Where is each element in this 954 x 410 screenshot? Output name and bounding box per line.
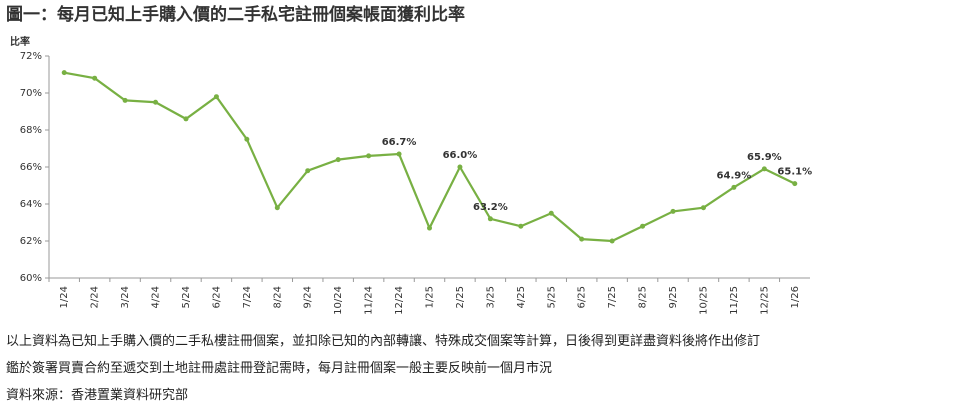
point <box>122 97 128 103</box>
value-label: 65.9% <box>747 152 782 163</box>
value-label: 65.1% <box>777 167 812 178</box>
x-tick-label: 1/25 <box>425 286 436 308</box>
x-tick-label: 10/24 <box>333 286 344 315</box>
point <box>305 168 311 174</box>
point <box>366 153 372 159</box>
x-tick-label: 6/25 <box>577 286 588 308</box>
point <box>274 205 280 211</box>
value-label: 63.2% <box>473 202 508 213</box>
point <box>183 116 189 122</box>
point <box>487 216 493 222</box>
x-tick-label: 2/24 <box>90 286 101 308</box>
point <box>427 225 432 231</box>
x-tick-label: 1/24 <box>59 286 70 308</box>
y-tick-label: 60% <box>20 273 42 284</box>
x-tick-label: 12/24 <box>394 286 405 315</box>
point <box>244 136 250 142</box>
point <box>548 210 554 216</box>
point <box>579 236 585 242</box>
y-axis-label: 比率 <box>10 35 30 48</box>
x-tick-label: 11/25 <box>729 286 740 315</box>
point <box>609 238 615 244</box>
point <box>670 208 676 214</box>
point <box>213 94 219 100</box>
x-tick-label: 4/24 <box>151 286 162 308</box>
y-tick-label: 70% <box>20 88 42 99</box>
y-tick-label: 68% <box>20 125 42 136</box>
point <box>61 70 67 76</box>
point <box>396 151 402 157</box>
x-tick-label: 3/25 <box>485 286 496 308</box>
point <box>731 184 737 190</box>
x-tick-label: 8/24 <box>272 286 283 308</box>
point <box>335 157 341 163</box>
x-tick-label: 6/24 <box>211 286 222 308</box>
x-tick-label: 5/24 <box>181 286 192 308</box>
point <box>761 166 767 172</box>
footnote: 資料來源：香港置業資料研究部 <box>6 388 189 403</box>
x-tick-label: 3/24 <box>120 286 131 308</box>
footnote: 以上資料為已知上手購入價的二手私樓註冊個案，並扣除已知的內部轉讓、特殊成交個案等… <box>6 334 761 349</box>
chart: 圖一：每月已知上手購入價的二手私宅註冊個案帳面獲利比率 比率 60% 62% 64%… <box>6 4 812 315</box>
footnote: 鑑於簽署買賣合約至遞交到土地註冊處註冊登記需時，每月註冊個案一般主要反映前一個月… <box>6 361 553 376</box>
point <box>518 223 524 229</box>
x-tick-label: 5/25 <box>546 286 557 308</box>
x-tick-label: 10/25 <box>698 286 709 315</box>
x-tick-label: 4/25 <box>516 286 527 308</box>
point <box>700 205 706 211</box>
x-tick-label: 1/26 <box>790 286 801 308</box>
y-tick-label: 64% <box>20 199 42 210</box>
x-tick-label: 9/24 <box>303 286 314 308</box>
x-tick-label: 2/25 <box>455 286 466 308</box>
value-label: 66.0% <box>443 150 478 161</box>
point <box>792 181 798 187</box>
line <box>64 71 796 243</box>
chart-title: 圖一：每月已知上手購入價的二手私宅註冊個案帳面獲利比率 <box>6 4 465 25</box>
x-tick-label: 11/24 <box>364 286 375 315</box>
x-tick-label: 7/24 <box>242 286 253 308</box>
x-tick-label: 12/25 <box>759 286 770 315</box>
y-tick-label: 72% <box>20 51 42 62</box>
value-label: 64.9% <box>717 170 752 181</box>
point <box>640 223 646 229</box>
x-tick-label: 9/25 <box>668 286 679 308</box>
y-tick-label: 62% <box>20 236 42 247</box>
point <box>92 75 98 81</box>
point <box>153 99 159 105</box>
x-tick-label: 8/25 <box>638 286 649 308</box>
y-tick-label: 66% <box>20 162 42 173</box>
point <box>457 164 463 170</box>
value-label: 66.7% <box>382 137 417 148</box>
x-tick-label: 7/25 <box>607 286 618 308</box>
